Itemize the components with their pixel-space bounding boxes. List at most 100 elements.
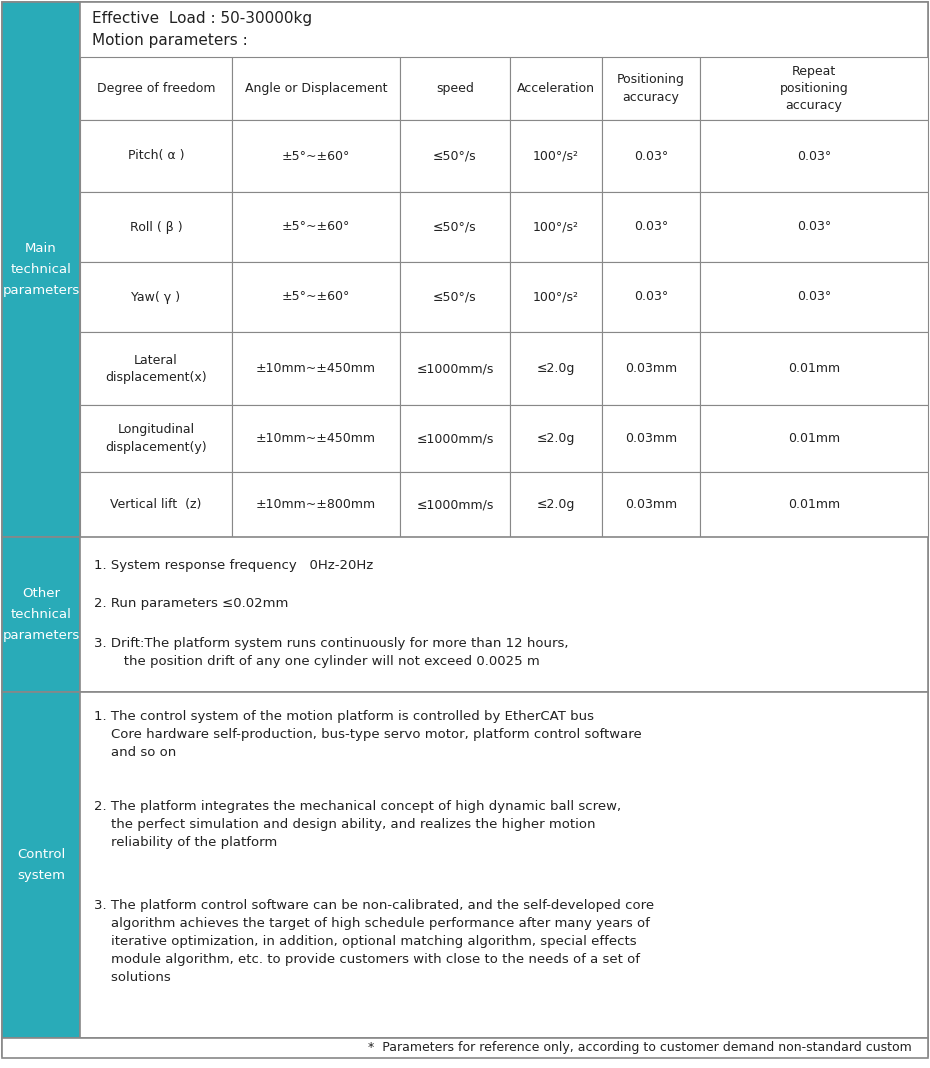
Text: 0.01mm: 0.01mm <box>788 431 840 445</box>
Bar <box>80 332 232 405</box>
Text: Vertical lift  (z): Vertical lift (z) <box>111 498 202 511</box>
Text: 1. System response frequency   0Hz-20Hz: 1. System response frequency 0Hz-20Hz <box>94 559 373 572</box>
Bar <box>80 262 232 332</box>
Bar <box>700 472 928 537</box>
Text: ±10mm~±800mm: ±10mm~±800mm <box>256 498 376 511</box>
Text: ≤2.0g: ≤2.0g <box>537 498 575 511</box>
Text: ±10mm~±450mm: ±10mm~±450mm <box>256 431 376 445</box>
Text: 0.03°: 0.03° <box>797 220 831 234</box>
Text: 0.03°: 0.03° <box>797 290 831 303</box>
Text: ≤50°/s: ≤50°/s <box>433 220 477 234</box>
Bar <box>400 405 510 472</box>
Text: 0.03mm: 0.03mm <box>625 431 677 445</box>
Text: 100°/s²: 100°/s² <box>533 220 579 234</box>
Bar <box>80 472 232 537</box>
Bar <box>602 405 700 472</box>
Bar <box>232 120 400 192</box>
Text: Positioning
accuracy: Positioning accuracy <box>618 74 684 104</box>
Text: Longitudinal
displacement(y): Longitudinal displacement(y) <box>105 424 206 454</box>
Text: 0.03mm: 0.03mm <box>625 362 677 375</box>
Bar <box>400 192 510 262</box>
Text: Effective  Load : 50-30000kg: Effective Load : 50-30000kg <box>92 12 312 27</box>
Bar <box>700 120 928 192</box>
Bar <box>700 57 928 120</box>
Bar <box>2 2 80 537</box>
Bar <box>80 192 232 262</box>
Bar <box>232 192 400 262</box>
Bar <box>700 192 928 262</box>
Text: ≤2.0g: ≤2.0g <box>537 362 575 375</box>
Bar <box>510 472 602 537</box>
Text: 2. The platform integrates the mechanical concept of high dynamic ball screw,
  : 2. The platform integrates the mechanica… <box>94 800 621 849</box>
Text: ≤2.0g: ≤2.0g <box>537 431 575 445</box>
Bar <box>2 692 80 1038</box>
Bar <box>400 332 510 405</box>
Bar <box>80 692 928 1038</box>
Bar <box>400 472 510 537</box>
Text: Degree of freedom: Degree of freedom <box>97 82 215 95</box>
Text: Yaw( γ ): Yaw( γ ) <box>131 290 180 303</box>
Bar <box>2 1038 928 1058</box>
Text: ≤1000mm/s: ≤1000mm/s <box>417 498 494 511</box>
Text: 1. The control system of the motion platform is controlled by EtherCAT bus
    C: 1. The control system of the motion plat… <box>94 710 642 759</box>
Text: Motion parameters :: Motion parameters : <box>92 32 247 47</box>
Text: ≤1000mm/s: ≤1000mm/s <box>417 362 494 375</box>
Bar <box>80 537 928 692</box>
Text: ≤50°/s: ≤50°/s <box>433 290 477 303</box>
Text: ±5°~±60°: ±5°~±60° <box>282 150 351 162</box>
Bar <box>232 262 400 332</box>
Bar <box>602 262 700 332</box>
Bar <box>700 405 928 472</box>
Text: Main
technical
parameters: Main technical parameters <box>3 242 80 297</box>
Text: Control
system: Control system <box>17 848 65 882</box>
Text: ±5°~±60°: ±5°~±60° <box>282 290 351 303</box>
Text: 0.03°: 0.03° <box>634 290 668 303</box>
Text: 0.03°: 0.03° <box>797 150 831 162</box>
Bar <box>232 472 400 537</box>
Bar <box>400 262 510 332</box>
Text: 0.01mm: 0.01mm <box>788 498 840 511</box>
Bar <box>80 2 928 537</box>
Bar <box>510 262 602 332</box>
Bar <box>510 57 602 120</box>
Text: 100°/s²: 100°/s² <box>533 150 579 162</box>
Text: speed: speed <box>436 82 474 95</box>
Bar <box>602 57 700 120</box>
Text: ±5°~±60°: ±5°~±60° <box>282 220 351 234</box>
Bar <box>400 120 510 192</box>
Text: Acceleration: Acceleration <box>517 82 595 95</box>
Text: 100°/s²: 100°/s² <box>533 290 579 303</box>
Bar <box>80 405 232 472</box>
Text: ≤50°/s: ≤50°/s <box>433 150 477 162</box>
Text: 0.03mm: 0.03mm <box>625 498 677 511</box>
Bar <box>232 57 400 120</box>
Bar <box>400 57 510 120</box>
Bar <box>602 472 700 537</box>
Text: Pitch( α ): Pitch( α ) <box>127 150 184 162</box>
Text: 0.03°: 0.03° <box>634 220 668 234</box>
Text: ≤1000mm/s: ≤1000mm/s <box>417 431 494 445</box>
Bar <box>510 332 602 405</box>
Text: Angle or Displacement: Angle or Displacement <box>245 82 387 95</box>
Bar <box>2 537 80 692</box>
Bar <box>510 405 602 472</box>
Bar <box>80 57 232 120</box>
Bar <box>700 262 928 332</box>
Text: Repeat
positioning
accuracy: Repeat positioning accuracy <box>779 65 848 112</box>
Text: 0.01mm: 0.01mm <box>788 362 840 375</box>
Text: Lateral
displacement(x): Lateral displacement(x) <box>105 354 206 383</box>
Bar <box>602 192 700 262</box>
Text: ±10mm~±450mm: ±10mm~±450mm <box>256 362 376 375</box>
Text: 3. The platform control software can be non-calibrated, and the self-developed c: 3. The platform control software can be … <box>94 899 654 984</box>
Bar <box>510 192 602 262</box>
Text: 3. Drift:The platform system runs continuously for more than 12 hours,
       th: 3. Drift:The platform system runs contin… <box>94 637 568 668</box>
Text: Roll ( β ): Roll ( β ) <box>129 220 182 234</box>
Text: 0.03°: 0.03° <box>634 150 668 162</box>
Bar <box>510 120 602 192</box>
Bar <box>602 332 700 405</box>
Text: 2. Run parameters ≤0.02mm: 2. Run parameters ≤0.02mm <box>94 597 288 610</box>
Text: Other
technical
parameters: Other technical parameters <box>3 587 80 642</box>
Text: *  Parameters for reference only, according to customer demand non-standard cust: * Parameters for reference only, accordi… <box>368 1041 912 1054</box>
Bar <box>700 332 928 405</box>
Bar <box>232 405 400 472</box>
